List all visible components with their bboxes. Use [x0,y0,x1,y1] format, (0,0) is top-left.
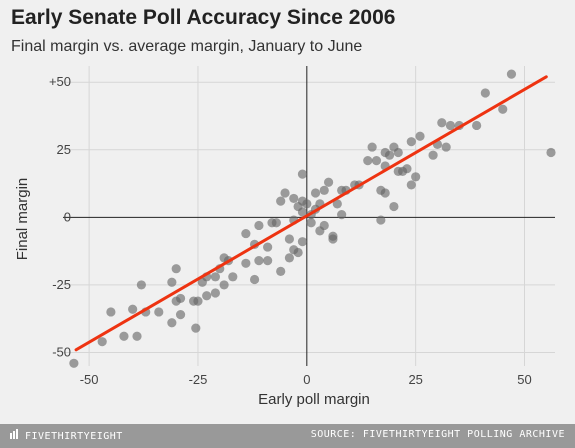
scatter-point [280,188,290,198]
scatter-point [402,164,412,174]
y-tick-label: -25 [52,277,71,292]
scatter-point [389,201,399,212]
scatter-point [406,137,416,147]
scatter-point [136,280,146,290]
y-tick-label: +50 [49,74,71,89]
scatter-chart: -50 -25 0 25 50 +50 25 0 -25 -50 Early poll margi… [14,66,556,408]
scatter-point [276,196,286,206]
y-tick-label: 25 [57,142,71,157]
scatter-point [337,210,347,220]
scatter-point [506,69,517,79]
chart-title: Early Senate Poll Accuracy Since 2006 [11,6,396,29]
scatter-point [306,218,316,228]
scatter-point [371,155,382,166]
x-tick-label: 50 [517,372,531,387]
scatter-point [97,337,107,347]
scatter-point [191,323,201,333]
footer-brand: FIVETHIRTYEIGHT [10,429,123,442]
trend-line [74,75,548,352]
scatter-point [254,220,264,231]
scatter-point [175,310,186,320]
scatter-point [319,185,329,195]
scatter-point [437,118,447,128]
scatter-point [132,331,142,341]
scatter-point [445,120,456,131]
tick-labels: -50 -25 0 25 50 +50 25 0 -25 -50 [49,74,532,387]
scatter-point [406,180,416,190]
scatter-point [480,88,490,98]
y-tick-label: 0 [64,209,71,224]
scatter-point [171,264,181,274]
scatter-point [411,172,421,182]
scatter-point [302,199,312,209]
footer-bar: FIVETHIRTYEIGHT SOURCE: FIVETHIRTYEIGHT … [0,424,575,448]
scatter-point [332,199,342,209]
scatter-point [119,331,129,341]
scatter-point [128,304,138,314]
scatter-point [376,215,386,225]
scatter-point [284,234,295,244]
scatter-point [167,318,177,328]
scatter-point [393,147,403,158]
scatter-point [202,291,212,301]
x-tick-label: 0 [303,372,310,387]
scatter-point [254,255,264,266]
scatter-point [263,242,273,252]
scatter-point [319,220,329,231]
scatter-point [293,247,303,258]
scatter-point [297,237,308,247]
x-tick-label: -25 [189,372,208,387]
scatter-point [106,307,116,317]
scatter-point [380,188,390,198]
scatter-point [367,142,377,152]
data-points [69,69,556,368]
x-tick-label: -50 [80,372,99,387]
scatter-point [310,188,321,198]
y-tick-label: -50 [52,344,71,359]
scatter-point [219,280,229,290]
scatter-point [154,307,164,317]
scatter-point [441,142,451,152]
scatter-point [210,272,220,282]
x-axis-label: Early poll margin [258,391,370,408]
scatter-point [297,169,308,179]
fivethirtyeight-logo-icon [10,429,21,442]
scatter-point [323,177,334,187]
scatter-point [284,253,295,263]
scatter-point [363,155,373,166]
y-axis-label: Final margin [14,178,31,261]
scatter-point [384,150,395,160]
scatter-point [241,228,251,239]
scatter-point [228,272,238,282]
scatter-point [415,131,425,141]
chart-subtitle: Final margin vs. average margin, January… [11,38,363,55]
scatter-point [428,150,438,160]
scatter-point [271,218,281,228]
scatter-point [167,277,177,287]
x-tick-label: 25 [408,372,422,387]
grid-lines [63,66,555,366]
scatter-point [276,266,286,277]
scatter-point [498,104,508,114]
scatter-point [289,193,299,204]
scatter-point [263,255,273,266]
scatter-point [193,296,203,306]
scatter-point [546,147,556,158]
footer-brand-text: FIVETHIRTYEIGHT [25,431,123,442]
scatter-point [175,293,186,304]
trend-line-group [74,75,548,352]
scatter-point [472,120,482,131]
scatter-point [241,258,251,268]
footer-source: SOURCE: FIVETHIRTYEIGHT POLLING ARCHIVE [310,429,565,440]
scatter-point [69,358,79,368]
scatter-point [249,274,260,285]
scatter-point [328,234,338,244]
scatter-point [297,207,308,217]
scatter-point [210,288,220,298]
